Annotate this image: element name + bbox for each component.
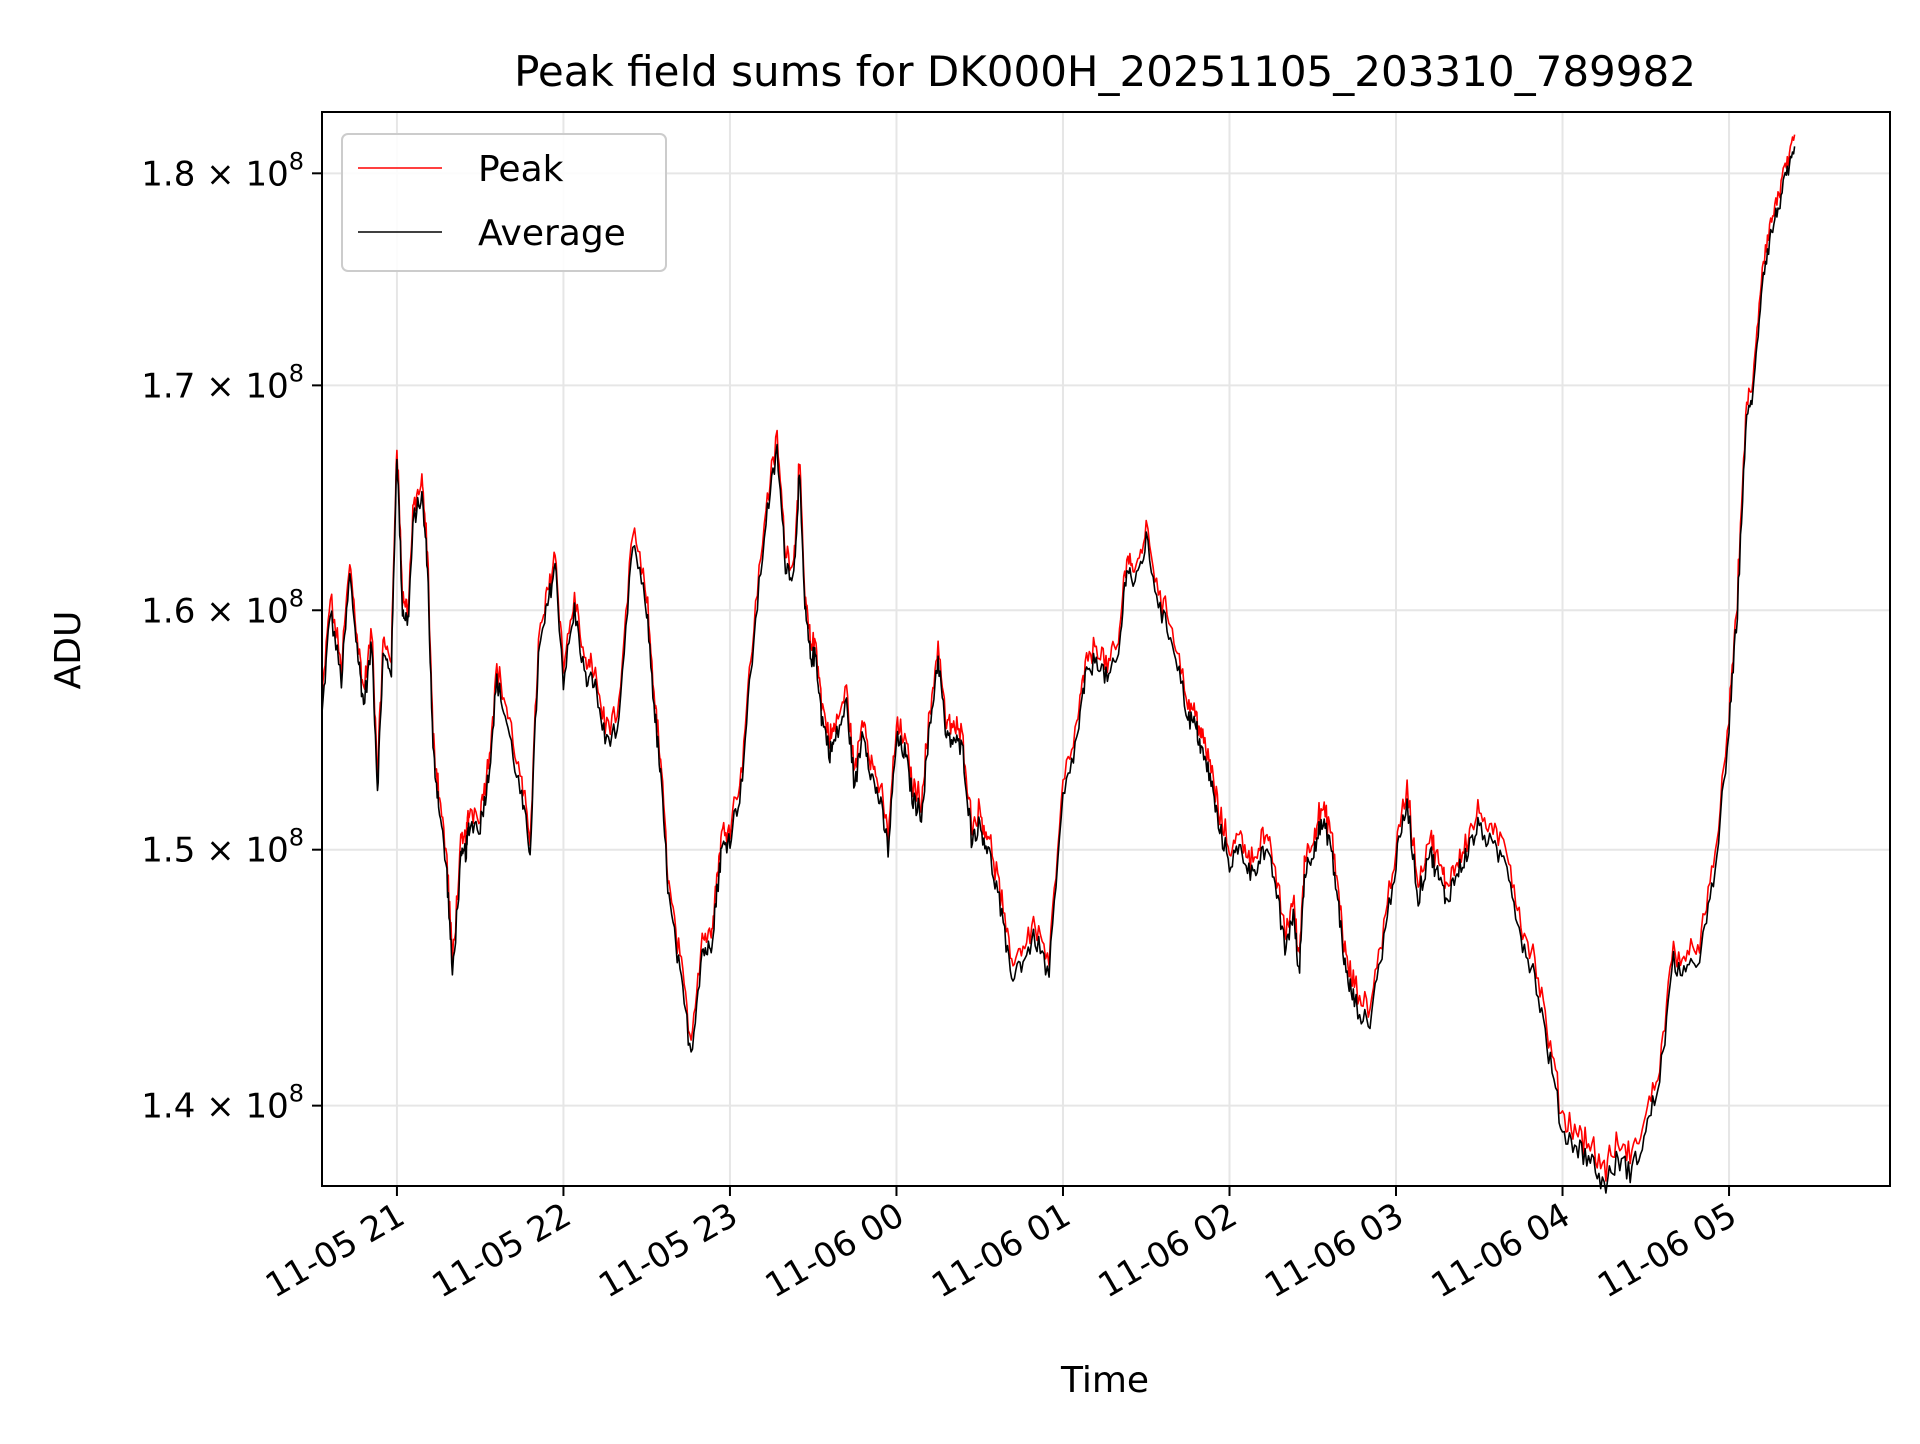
y-tick-exponent: 8	[289, 147, 304, 175]
y-tick-exponent: 8	[289, 359, 304, 387]
plot-frame	[321, 111, 1891, 1187]
y-tick-label: 1.5 × 108	[141, 824, 304, 871]
y-tick-exponent: 8	[289, 584, 304, 612]
y-tick-exponent: 8	[289, 1080, 304, 1108]
chart-title: Peak field sums for DK000H_20251105_2033…	[514, 47, 1696, 96]
x-axis-label: Time	[1060, 1360, 1149, 1401]
y-tick-times: × 10	[195, 1087, 288, 1127]
y-tick-mantissa: 1.8	[141, 154, 195, 194]
y-tick-label: 1.8 × 108	[141, 147, 304, 194]
y-tick-label: 1.4 × 108	[141, 1080, 304, 1127]
y-tick-exponent: 8	[289, 824, 304, 852]
y-tick-mantissa: 1.5	[141, 831, 195, 871]
grid	[322, 112, 1890, 1186]
series-line-average	[321, 146, 1796, 1194]
y-tick-times: × 10	[195, 154, 288, 194]
y-tick-label: 1.6 × 108	[141, 584, 304, 631]
y-tick-times: × 10	[195, 831, 288, 871]
y-tick-label: 1.7 × 108	[141, 359, 304, 406]
y-tick-times: × 10	[195, 591, 288, 631]
series-line-peak	[321, 134, 1796, 1182]
legend: Peak Average	[341, 133, 667, 272]
legend-label-peak: Peak	[478, 149, 564, 190]
y-tick-mantissa: 1.4	[141, 1087, 195, 1127]
y-tick-times: × 10	[195, 366, 288, 406]
y-tick-mantissa: 1.7	[141, 366, 195, 406]
series-layer	[321, 134, 1796, 1194]
y-tick-mantissa: 1.6	[141, 591, 195, 631]
legend-label-average: Average	[478, 213, 626, 254]
y-axis-label: ADU	[48, 611, 89, 690]
